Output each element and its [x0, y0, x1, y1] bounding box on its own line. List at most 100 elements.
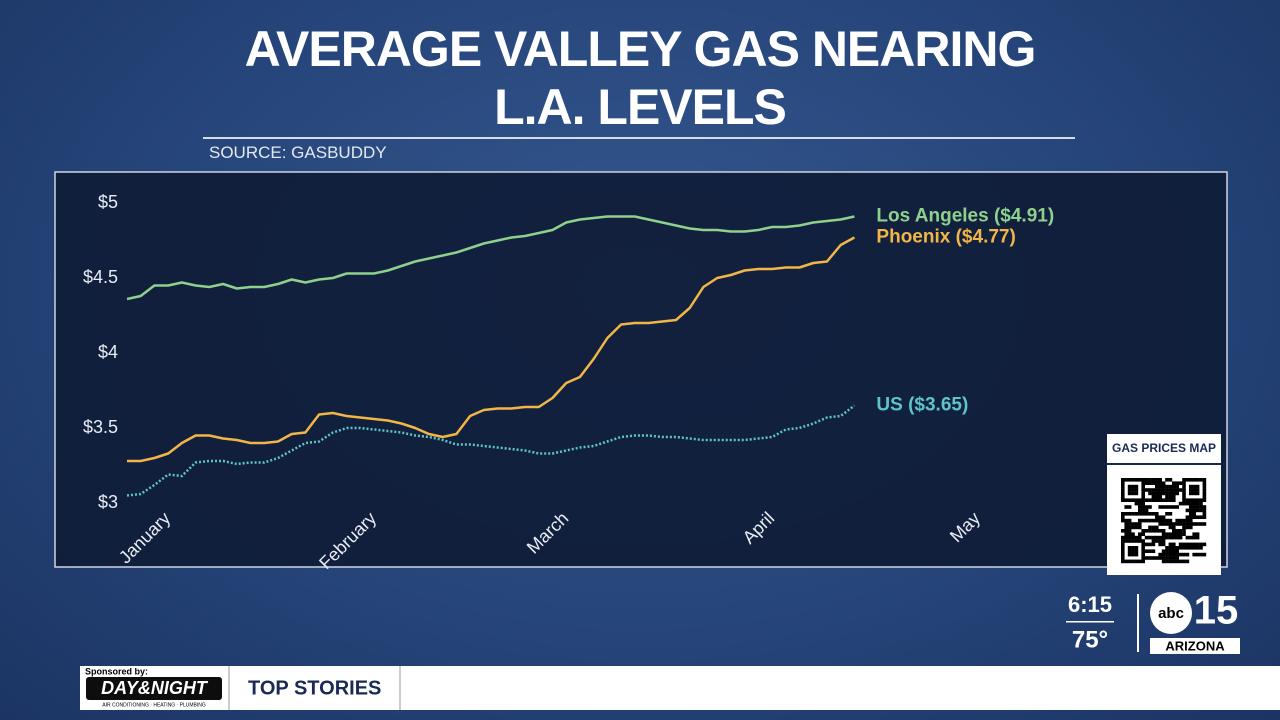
qr-cell [1195, 552, 1200, 557]
qr-cell [1172, 488, 1176, 492]
qr-cell [1195, 532, 1200, 536]
qr-cell [1178, 501, 1183, 506]
qr-cell [1131, 522, 1135, 526]
qr-cell [1155, 539, 1159, 543]
qr-cell [1185, 525, 1190, 530]
qr-cell [1144, 542, 1149, 547]
qr-cell [1158, 491, 1162, 496]
qr-cell [1134, 535, 1139, 540]
qr-cell [1141, 556, 1145, 560]
qr-cell [1138, 478, 1142, 482]
qr-cell [1148, 491, 1152, 496]
qr-cell [1151, 518, 1156, 523]
qr-cell [1175, 559, 1179, 564]
qr-cell [1172, 491, 1176, 496]
qr-cell [1134, 559, 1139, 564]
qr-cell [1127, 549, 1132, 553]
qr-cell [1182, 495, 1186, 499]
qr-cell [1155, 488, 1159, 492]
qr-cell [1134, 498, 1139, 502]
qr-cell [1151, 481, 1156, 485]
qr-cell [1195, 498, 1200, 502]
qr-cell [1121, 529, 1125, 533]
qr-cell [1172, 556, 1176, 560]
qr-cell [1121, 512, 1125, 516]
qr-cell [1192, 552, 1196, 557]
qr-cell [1175, 522, 1179, 526]
qr-cell [1138, 525, 1142, 530]
qr-cell [1168, 532, 1173, 536]
qr-cell [1141, 559, 1145, 564]
qr-cell [1141, 546, 1145, 550]
qr-cell [1138, 501, 1142, 506]
station-region: ARIZONA [1165, 638, 1225, 653]
qr-cell [1168, 518, 1173, 523]
qr-cell [1175, 484, 1179, 489]
qr-cell [1192, 498, 1196, 502]
qr-cell [1121, 518, 1125, 523]
qr-cell [1182, 491, 1186, 496]
qr-cell [1141, 532, 1145, 536]
station-number: 15 [1194, 589, 1239, 633]
qr-cell [1182, 501, 1186, 506]
qr-cell [1144, 529, 1149, 533]
qr-cell [1195, 484, 1200, 489]
region-box [1150, 638, 1240, 654]
clock-divider [1066, 621, 1114, 623]
qr-cell [1168, 525, 1173, 530]
qr-cell [1151, 491, 1156, 496]
qr-cell [1175, 529, 1179, 533]
qr-cell [1195, 542, 1200, 547]
qr-cell [1185, 552, 1190, 557]
qr-cell [1124, 512, 1128, 516]
qr-cell [1189, 491, 1193, 496]
qr-cell [1151, 549, 1156, 553]
qr-cell [1185, 559, 1190, 564]
qr-cell [1172, 559, 1176, 564]
qr-cell [1141, 478, 1145, 482]
qr-cell [1161, 542, 1166, 547]
qr-cell [1161, 522, 1166, 526]
qr-cell [1131, 525, 1135, 530]
qr-cell [1155, 495, 1159, 499]
qr-cell [1155, 525, 1159, 530]
qr-cell [1202, 481, 1207, 485]
qr-cell [1192, 491, 1196, 496]
qr-cell [1189, 515, 1193, 519]
qr-cell [1151, 512, 1156, 516]
qr-cell [1178, 532, 1183, 536]
qr-cell [1158, 539, 1162, 543]
qr-cell [1121, 549, 1125, 553]
qr-cell [1165, 505, 1169, 509]
qr-cell [1131, 552, 1135, 557]
qr-cell [1148, 512, 1152, 516]
ticker-section: TOP STORIES [248, 677, 381, 699]
qr-cell [1131, 549, 1135, 553]
qr-cell [1195, 515, 1200, 519]
qr-cell [1127, 498, 1132, 502]
qr-cell [1141, 529, 1145, 533]
qr-cell [1172, 549, 1176, 553]
series-label: US ($3.65) [876, 395, 968, 416]
qr-cell [1182, 481, 1186, 485]
qr-cell [1151, 539, 1156, 543]
qr-cell [1141, 542, 1145, 547]
time: 6:15 [1068, 592, 1112, 617]
qr-cell [1134, 488, 1139, 492]
qr-cell [1124, 529, 1128, 533]
qr-cell [1158, 484, 1162, 489]
qr-cell [1158, 481, 1162, 485]
qr-cell [1168, 488, 1173, 492]
qr-cell [1172, 505, 1176, 509]
qr-cell [1144, 498, 1149, 502]
qr-cell [1121, 478, 1125, 482]
qr-cell [1144, 505, 1149, 509]
qr-cell [1178, 542, 1183, 547]
qr-cell [1121, 539, 1125, 543]
qr-cell [1141, 539, 1145, 543]
qr-cell [1131, 478, 1135, 482]
qr-cell [1185, 501, 1190, 506]
series-line [126, 404, 856, 497]
qr-cell [1178, 559, 1183, 564]
qr-cell [1127, 478, 1132, 482]
